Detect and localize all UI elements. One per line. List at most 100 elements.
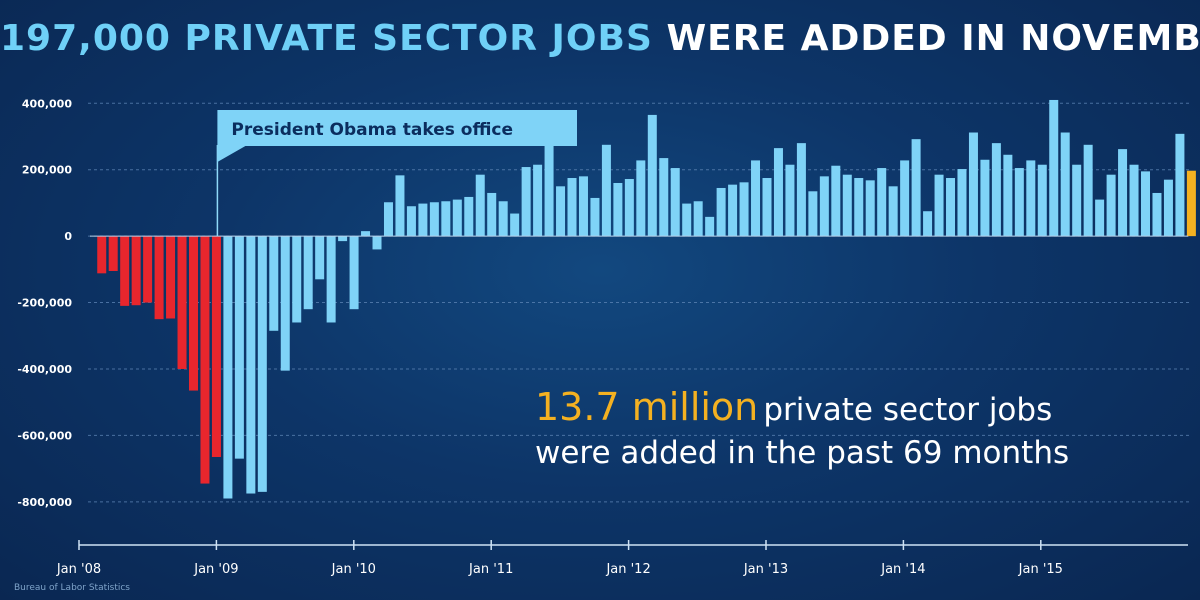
bar xyxy=(796,143,806,237)
bar xyxy=(865,180,875,237)
bar xyxy=(1141,171,1151,237)
bar xyxy=(854,178,864,237)
bar xyxy=(636,160,646,237)
bar xyxy=(177,236,187,369)
y-tick-label: -600,000 xyxy=(17,429,72,442)
bar xyxy=(567,178,577,237)
x-tick-label: Jan '12 xyxy=(605,562,650,577)
x-tick-label: Jan '13 xyxy=(743,562,788,577)
bar xyxy=(544,136,554,237)
bar xyxy=(292,236,302,323)
bar xyxy=(613,182,623,237)
bar xyxy=(533,164,543,237)
bar xyxy=(154,236,164,320)
bar xyxy=(682,203,692,237)
x-tick-label: Jan '15 xyxy=(1018,562,1063,577)
bars xyxy=(97,99,1196,499)
bar xyxy=(143,236,153,303)
bar xyxy=(1014,168,1024,237)
bar xyxy=(303,236,313,310)
x-axis: Jan '08 Jan '09 Jan '10 Jan '11 Jan '12 Jan '… xyxy=(56,235,1188,577)
bar xyxy=(1049,99,1059,237)
x-tick-label: Jan '14 xyxy=(880,562,925,577)
bar xyxy=(1106,174,1116,237)
bar xyxy=(877,168,887,237)
bar xyxy=(234,236,244,459)
callout-number: 13.7 million xyxy=(535,385,759,429)
callout-line1: private sector jobs xyxy=(763,392,1053,428)
bar xyxy=(475,174,485,237)
bar xyxy=(647,114,657,237)
bar xyxy=(728,184,738,237)
bar xyxy=(1163,179,1173,237)
bar xyxy=(349,236,359,310)
bar xyxy=(200,236,210,484)
bar xyxy=(957,169,967,237)
bar xyxy=(1095,199,1105,237)
annotation-label: President Obama takes office xyxy=(231,120,513,140)
bar xyxy=(429,202,439,237)
bar xyxy=(120,236,130,306)
bar xyxy=(762,178,772,237)
bar xyxy=(1152,192,1162,237)
bar xyxy=(716,187,726,237)
y-tick-label: -200,000 xyxy=(17,297,72,310)
bar xyxy=(1186,170,1196,237)
bar xyxy=(372,236,382,250)
callout: 13.7 million private sector jobs were ad… xyxy=(535,388,1195,472)
bar xyxy=(211,236,221,457)
bar xyxy=(980,159,990,237)
bar xyxy=(590,197,600,237)
headline: 197,000 PRIVATE SECTOR JOBS WERE ADDED I… xyxy=(0,18,1200,59)
x-tick-label: Jan '09 xyxy=(193,562,238,577)
bar xyxy=(705,216,715,237)
bar xyxy=(739,182,749,237)
bar xyxy=(418,203,428,237)
y-tick-label: -400,000 xyxy=(17,363,72,376)
source-credit: Bureau of Labor Statistics xyxy=(14,583,130,593)
bar xyxy=(188,236,198,391)
bar xyxy=(246,236,256,494)
bar xyxy=(785,164,795,237)
bar xyxy=(808,191,818,237)
y-tick-labels: 400,000 200,000 0 -200,000 -400,000 -600,000 -… xyxy=(17,97,72,509)
bar xyxy=(773,148,783,237)
bar xyxy=(911,139,921,237)
bar xyxy=(1175,133,1185,237)
bar xyxy=(510,213,520,237)
bar xyxy=(1118,149,1128,237)
bar xyxy=(923,211,933,237)
bar xyxy=(1072,164,1082,237)
bar xyxy=(498,201,508,237)
bar xyxy=(819,176,829,237)
headline-highlight: 197,000 PRIVATE SECTOR JOBS xyxy=(0,18,653,59)
x-tick-label: Jan '10 xyxy=(331,562,376,577)
x-tick-label: Jan '11 xyxy=(468,562,513,577)
bar xyxy=(452,199,462,237)
bar xyxy=(395,175,405,237)
bar xyxy=(257,236,267,492)
bar xyxy=(487,192,497,237)
bar xyxy=(361,231,371,237)
bar xyxy=(751,160,761,237)
bar xyxy=(521,167,531,237)
bar xyxy=(934,174,944,237)
bar xyxy=(578,176,588,237)
bar xyxy=(383,202,393,237)
bar xyxy=(280,236,290,371)
bar xyxy=(406,206,416,237)
bar xyxy=(842,174,852,237)
bar xyxy=(831,165,841,237)
bar xyxy=(166,236,176,319)
bar xyxy=(624,179,634,237)
bar xyxy=(1003,154,1013,237)
bar xyxy=(693,201,703,237)
bar xyxy=(338,236,348,242)
bar xyxy=(888,186,898,237)
bar xyxy=(131,236,141,306)
bar xyxy=(1060,132,1070,237)
bar xyxy=(326,236,336,323)
annotation-box xyxy=(217,110,577,162)
bar xyxy=(223,236,233,499)
bar xyxy=(1026,160,1036,237)
